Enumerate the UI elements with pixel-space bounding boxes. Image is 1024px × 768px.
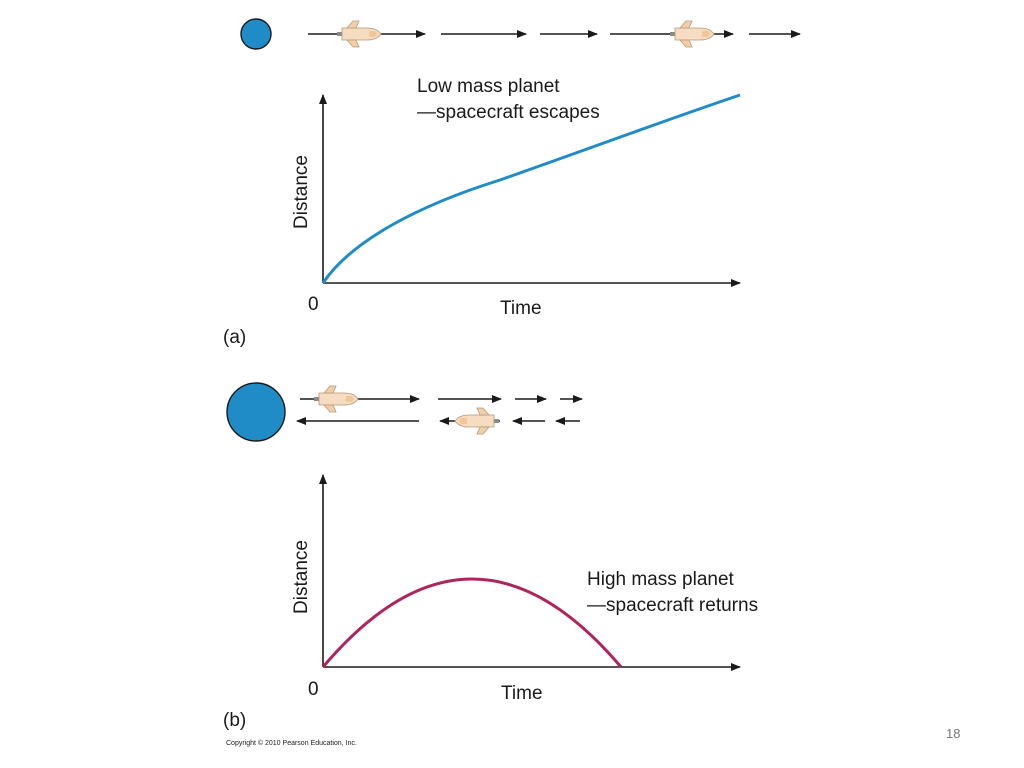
panel-b-axes xyxy=(319,474,741,671)
panel-b-illustration xyxy=(226,382,583,442)
copyright-notice: Copyright © 2010 Pearson Education, Inc. xyxy=(226,739,357,747)
spacecraft-outbound-icon xyxy=(313,385,359,413)
panel-a-caption-line1: Low mass planet xyxy=(417,76,560,97)
panel-b: High mass planet —spacecraft returns Dis… xyxy=(223,382,758,731)
spacecraft-icon xyxy=(669,20,715,48)
escape-curve xyxy=(321,93,741,284)
panel-a-label: (a) xyxy=(223,327,246,348)
planet-large-icon xyxy=(226,382,286,442)
panel-a-x-axis-label: Time xyxy=(500,298,542,319)
panel-b-x-axis-label: Time xyxy=(501,683,543,704)
return-curve xyxy=(321,577,623,668)
planet-small-icon xyxy=(240,18,272,50)
spacecraft-icon xyxy=(336,20,382,48)
panel-a-caption-line2: —spacecraft escapes xyxy=(417,102,600,123)
spacecraft-returning-icon xyxy=(454,407,500,435)
panel-a-y-axis-label: Distance xyxy=(291,155,312,229)
panel-b-y-axis-label: Distance xyxy=(291,540,312,614)
panel-b-caption-line2: —spacecraft returns xyxy=(587,595,758,616)
panel-a-origin-label: 0 xyxy=(308,294,319,315)
panel-b-caption-line1: High mass planet xyxy=(587,569,735,590)
panel-b-label: (b) xyxy=(223,710,246,731)
panel-a-axes xyxy=(319,94,741,287)
page-number: 18 xyxy=(946,726,960,741)
panel-a: Low mass planet —spacecraft escapes Dist… xyxy=(223,18,801,348)
panel-a-illustration xyxy=(240,18,801,50)
panel-b-origin-label: 0 xyxy=(308,679,319,700)
